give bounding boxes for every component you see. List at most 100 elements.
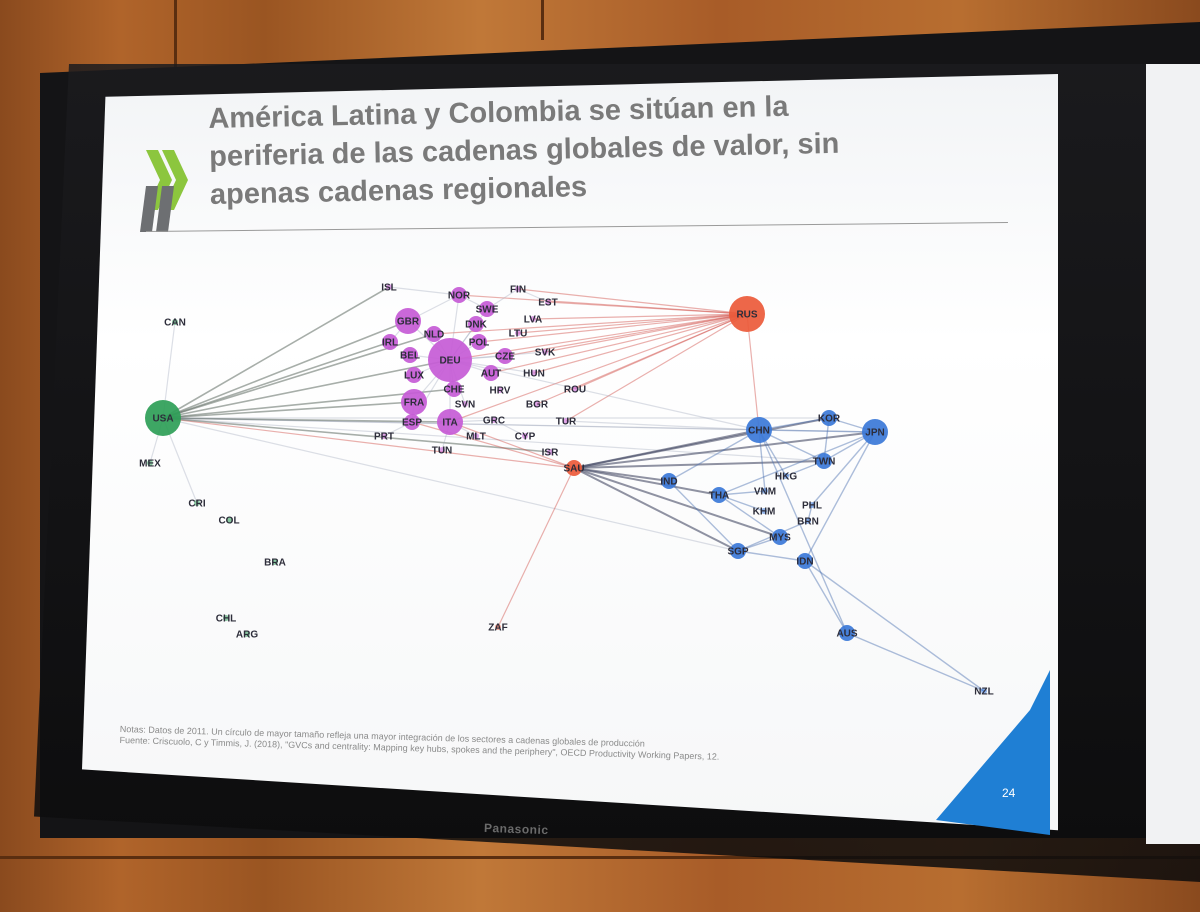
- edge-tha-mys: [718, 494, 781, 538]
- edge-sau-kor: [573, 417, 830, 469]
- node-label-est: EST: [538, 298, 557, 309]
- edge-deu-chn: [449, 359, 760, 431]
- edge-usa-isr: [162, 417, 551, 453]
- edge-usa-gbr: [162, 320, 409, 419]
- node-label-rus: RUS: [736, 310, 757, 321]
- node-tur: TUR: [556, 417, 577, 428]
- node-bel: BEL: [400, 347, 420, 363]
- node-hkg: HKG: [775, 472, 797, 483]
- edge-rus-svk: [544, 313, 748, 353]
- node-label-tha: THA: [709, 491, 730, 502]
- slide-corner-decoration: [936, 670, 1050, 835]
- node-label-arg: ARG: [236, 630, 258, 641]
- node-hun: HUN: [523, 369, 545, 380]
- node-label-idn: IDN: [796, 557, 813, 568]
- node-label-mex: MEX: [139, 459, 161, 470]
- node-col: COL: [218, 516, 239, 527]
- node-label-chn: CHN: [748, 426, 770, 437]
- node-esp: ESP: [402, 414, 422, 430]
- edge-rus-nor: [458, 294, 748, 315]
- node-circle-jpn: [862, 419, 888, 445]
- node-zaf: ZAF: [488, 623, 507, 634]
- node-isr: ISR: [542, 448, 559, 459]
- edge-rus-fin: [517, 288, 748, 315]
- node-svn: SVN: [455, 400, 476, 411]
- node-label-mlt: MLT: [466, 432, 486, 443]
- node-irl: IRL: [382, 334, 398, 350]
- node-chl: CHL: [216, 614, 237, 625]
- node-circle-ita: [437, 409, 463, 435]
- edge-usa-isl: [162, 286, 390, 419]
- node-aut: AUT: [481, 365, 501, 381]
- node-circle-svk: [542, 349, 548, 355]
- node-dnk: DNK: [465, 316, 488, 332]
- edge-sau-ita: [449, 421, 575, 469]
- node-circle-fra: [401, 389, 427, 415]
- node-circle-twn: [816, 453, 832, 469]
- node-nzl: NZL: [974, 687, 993, 698]
- edge-rus-ita: [449, 313, 748, 423]
- node-circle-idn: [797, 553, 813, 569]
- node-label-brn: BRN: [797, 517, 819, 528]
- node-label-nor: NOR: [448, 291, 471, 302]
- node-bgr: BGR: [526, 400, 549, 411]
- node-circle-brn: [805, 518, 811, 524]
- node-fra: FRA: [401, 389, 427, 415]
- node-cri: CRI: [188, 499, 205, 510]
- edge-sau-sgp: [573, 467, 739, 552]
- edge-chn-aus: [758, 429, 848, 634]
- edge-rus-chn: [746, 313, 760, 431]
- node-grc: GRC: [483, 416, 505, 427]
- node-label-mys: MYS: [769, 533, 791, 544]
- node-label-cyp: CYP: [515, 432, 536, 443]
- node-label-kor: KOR: [818, 414, 841, 425]
- node-label-twn: TWN: [813, 457, 836, 468]
- node-idn: IDN: [796, 553, 814, 569]
- node-label-dnk: DNK: [465, 320, 487, 331]
- node-vnm: VNM: [754, 487, 776, 498]
- node-circle-est: [545, 299, 551, 305]
- node-cyp: CYP: [515, 432, 536, 443]
- node-label-usa: USA: [152, 414, 173, 425]
- node-label-fin: FIN: [510, 285, 526, 296]
- node-label-lva: LVA: [524, 315, 543, 326]
- node-circle-cyp: [522, 433, 528, 439]
- edge-jpn-phl: [811, 431, 876, 506]
- node-kor: KOR: [818, 410, 841, 426]
- node-khm: KHM: [753, 507, 776, 518]
- node-circle-irl: [382, 334, 398, 350]
- wall-seam-vertical-left: [174, 0, 177, 70]
- node-nld: NLD: [424, 326, 445, 342]
- node-circle-hrv: [497, 387, 503, 393]
- node-swe: SWE: [476, 301, 499, 317]
- node-label-prt: PRT: [374, 432, 394, 443]
- monitor-brand: Panasonic: [483, 820, 549, 838]
- node-label-nld: NLD: [424, 330, 445, 341]
- node-label-sau: SAU: [563, 464, 584, 475]
- node-circle-aut: [483, 365, 499, 381]
- edge-chn-jpn: [758, 429, 876, 433]
- node-label-can: CAN: [164, 318, 186, 329]
- node-circle-esp: [404, 414, 420, 430]
- node-label-gbr: GBR: [397, 317, 420, 328]
- edge-usa-sgp: [162, 417, 739, 552]
- node-label-isl: ISL: [381, 283, 397, 294]
- edge-rus-aut: [490, 313, 748, 374]
- edge-rus-pol: [478, 313, 748, 343]
- node-sgp: SGP: [727, 543, 749, 559]
- node-can: CAN: [164, 318, 186, 329]
- node-label-irl: IRL: [382, 338, 398, 349]
- node-circle-sau: [566, 460, 582, 476]
- node-twn: TWN: [813, 453, 836, 469]
- edge-sau-twn: [573, 460, 825, 469]
- node-circle-nld: [426, 326, 442, 342]
- node-fin: FIN: [510, 285, 526, 296]
- node-label-isr: ISR: [542, 448, 559, 459]
- node-circle-prt: [381, 433, 387, 439]
- edge-sau-esp: [411, 421, 575, 469]
- node-circle-hkg: [783, 473, 789, 479]
- edge-usa-fra: [162, 401, 415, 419]
- edge-jpn-idn: [804, 431, 876, 562]
- node-label-col: COL: [218, 516, 239, 527]
